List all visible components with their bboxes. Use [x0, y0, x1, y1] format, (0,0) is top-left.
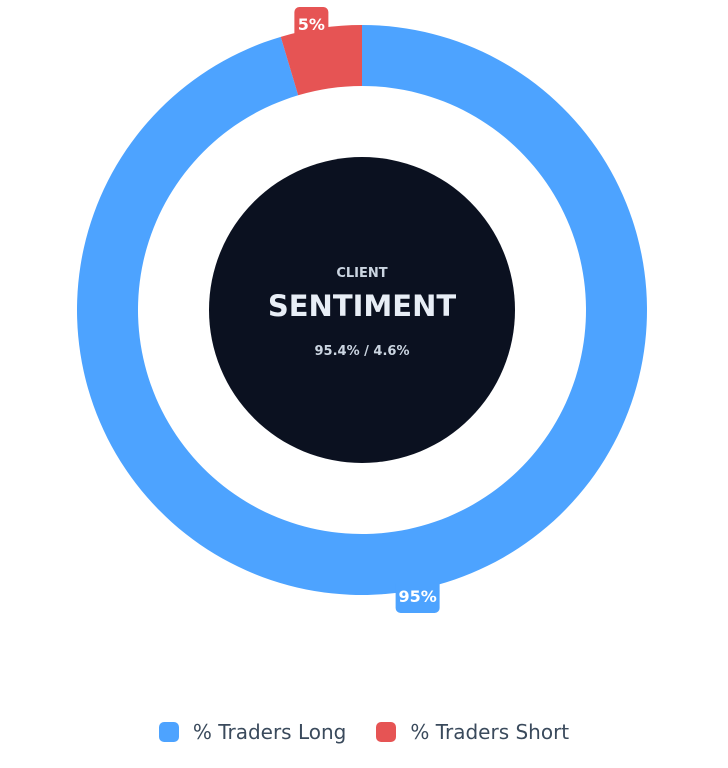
data-label-long: 95%: [395, 578, 440, 613]
legend-swatch-long: [158, 722, 179, 742]
legend-item-short[interactable]: % Traders Short: [376, 720, 569, 744]
slice-short[interactable]: [280, 25, 362, 96]
center-circle: [209, 157, 515, 463]
data-label-text-long: 95%: [398, 587, 436, 606]
center-ratio: 95.4% / 4.6%: [315, 344, 410, 359]
data-label-short: 5%: [294, 7, 329, 42]
legend-item-long[interactable]: % Traders Long: [158, 720, 347, 744]
data-label-text-short: 5%: [298, 15, 325, 34]
data-label-box-short: [294, 7, 329, 42]
donut-slices: [76, 25, 647, 595]
legend-label-short: % Traders Short: [410, 720, 570, 744]
data-labels: 95% 5%: [294, 7, 440, 613]
center-subtitle: CLIENT: [336, 266, 387, 281]
legend-label-long: % Traders Long: [192, 720, 347, 744]
legend-swatch-short: [376, 722, 397, 742]
data-label-box-long: [395, 578, 440, 613]
center-title: SENTIMENT: [268, 289, 456, 323]
chart-legend: % Traders Long % Traders Short: [0, 720, 728, 744]
